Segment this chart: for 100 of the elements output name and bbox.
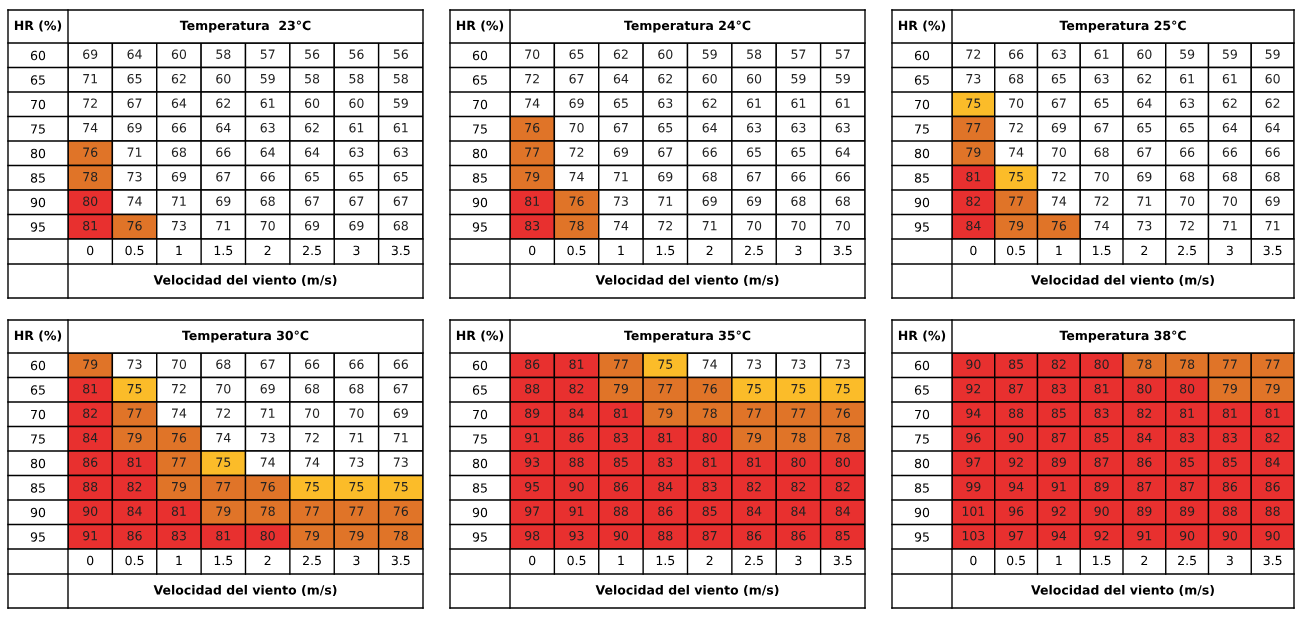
data-label: 79 <box>1265 383 1280 394</box>
data-label: 87 <box>1180 481 1195 492</box>
data-label: 73 <box>172 220 186 231</box>
y-tick-label: 60 <box>472 360 488 371</box>
data-label: 83 <box>658 457 673 467</box>
y-axis-title: HR (%) <box>898 20 946 32</box>
data-label: 77 <box>216 482 231 492</box>
data-label: 90 <box>1094 506 1109 516</box>
data-label: 68 <box>393 220 408 231</box>
data-label: 81 <box>525 196 539 206</box>
data-label: 66 <box>791 171 806 182</box>
data-label: 69 <box>304 220 320 231</box>
data-label: 77 <box>1222 359 1237 369</box>
data-label: 97 <box>1008 530 1024 541</box>
data-label: 84 <box>966 220 981 231</box>
y-tick-label: 95 <box>472 532 487 542</box>
data-label: 73 <box>260 432 275 443</box>
data-label: 63 <box>658 98 673 108</box>
data-label: 65 <box>349 171 364 182</box>
y-tick-label: 60 <box>472 50 488 61</box>
data-label: 85 <box>702 506 717 516</box>
data-label: 71 <box>260 408 275 418</box>
data-label: 62 <box>1222 98 1237 108</box>
data-label: 85 <box>1222 457 1237 467</box>
data-label: 68 <box>304 383 320 394</box>
data-label: 69 <box>1265 196 1280 206</box>
data-label: 84 <box>791 506 806 516</box>
data-label: 69 <box>613 147 629 157</box>
data-label: 99 <box>966 481 981 492</box>
data-label: 75 <box>835 384 850 394</box>
data-label: 63 <box>791 122 806 133</box>
x-tick-label: 3 <box>1226 245 1233 256</box>
data-label: 56 <box>349 49 364 59</box>
x-tick-label: 2.5 <box>1178 555 1196 566</box>
data-label: 67 <box>127 98 142 108</box>
chart-title: Temperatura 30°C <box>182 330 309 343</box>
data-label: 74 <box>172 408 187 418</box>
data-label: 68 <box>349 383 364 394</box>
data-label: 75 <box>349 482 364 492</box>
data-label: 88 <box>1265 506 1280 516</box>
data-label: 56 <box>393 49 408 59</box>
data-label: 78 <box>393 530 408 541</box>
data-label: 64 <box>171 98 187 108</box>
data-label: 77 <box>614 359 628 369</box>
data-label: 74 <box>614 221 629 231</box>
data-label: 83 <box>1051 383 1066 394</box>
y-tick-label: 90 <box>30 507 46 518</box>
data-label: 83 <box>171 530 186 541</box>
data-label: 89 <box>1051 457 1066 467</box>
data-label: 82 <box>1265 432 1280 443</box>
data-label: 84 <box>658 481 673 492</box>
data-label: 89 <box>1094 481 1109 492</box>
x-tick-label: 3 <box>353 555 360 566</box>
data-label: 91 <box>83 530 97 541</box>
y-tick-label: 75 <box>31 124 45 134</box>
x-tick-label: 3.5 <box>833 245 852 256</box>
data-label: 71 <box>658 196 673 206</box>
data-label: 71 <box>83 74 97 84</box>
data-label: 61 <box>393 122 408 133</box>
data-label: 68 <box>1180 171 1195 182</box>
data-label: 66 <box>835 171 850 182</box>
x-tick-label: 3 <box>353 245 360 256</box>
data-label: 67 <box>216 171 231 182</box>
x-tick-label: 1.5 <box>214 555 233 566</box>
data-label: 75 <box>747 384 761 394</box>
data-label: 88 <box>613 506 629 516</box>
data-label: 75 <box>658 359 673 369</box>
data-label: 61 <box>260 98 275 108</box>
data-label: 72 <box>172 383 186 394</box>
data-label: 57 <box>835 49 850 59</box>
data-label: 76 <box>393 506 408 516</box>
x-tick-label: 2 <box>1141 245 1148 255</box>
x-tick-label: 2 <box>706 245 713 255</box>
data-label: 70 <box>1051 147 1066 157</box>
data-label: 66 <box>349 359 364 369</box>
data-label: 66 <box>304 359 320 369</box>
data-label: 64 <box>260 147 275 157</box>
data-label: 65 <box>613 98 628 108</box>
y-tick-label: 75 <box>915 434 929 444</box>
y-tick-label: 80 <box>914 458 930 469</box>
data-label: 77 <box>305 506 319 516</box>
x-axis-title: Velocidad del viento (m/s) <box>1031 584 1214 597</box>
y-tick-label: 70 <box>31 409 46 420</box>
data-label: 78 <box>83 171 98 182</box>
data-label: 67 <box>746 171 761 182</box>
data-label: 68 <box>171 147 187 157</box>
data-label: 75 <box>393 482 408 492</box>
data-label: 75 <box>966 98 981 108</box>
data-label: 68 <box>1265 171 1280 182</box>
data-label: 82 <box>966 196 981 206</box>
x-tick-label: 0.5 <box>1007 245 1025 256</box>
data-label: 82 <box>569 383 584 394</box>
data-label: 69 <box>702 196 717 206</box>
data-label: 67 <box>1094 122 1109 133</box>
data-label: 80 <box>702 432 717 443</box>
data-label: 63 <box>835 122 850 133</box>
x-tick-label: 1 <box>1056 245 1062 255</box>
data-label: 70 <box>569 122 584 133</box>
data-label: 62 <box>216 98 231 108</box>
chart-title: Temperatura 23°C <box>179 20 311 33</box>
